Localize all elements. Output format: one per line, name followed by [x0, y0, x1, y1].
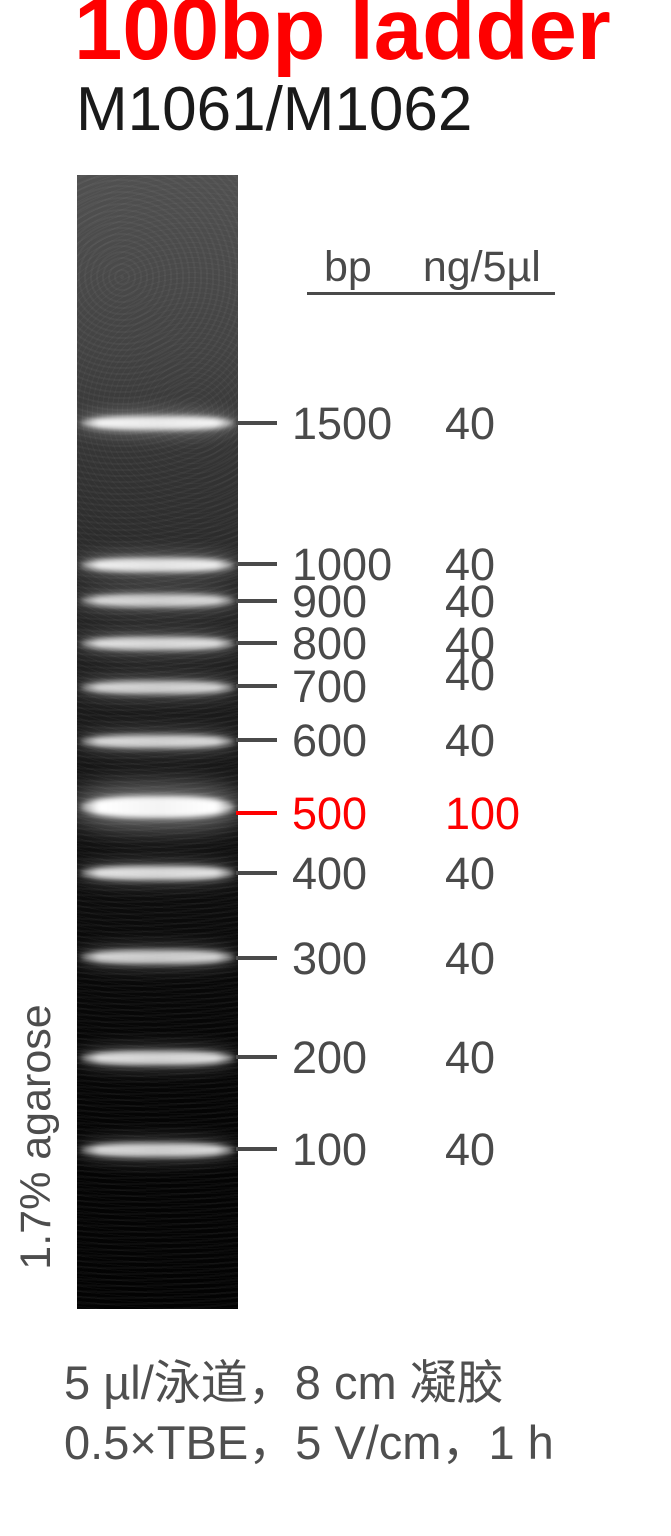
gel-band: [80, 950, 235, 964]
band-amount-label: 40: [445, 715, 496, 766]
run-conditions-line1: 5 µl/泳道，8 cm 凝胶: [64, 1356, 504, 1409]
band-tick: [236, 641, 277, 645]
band-size-label: 700: [292, 661, 368, 712]
table-header: bp ng/5µl: [307, 245, 555, 295]
gel-band: [80, 866, 235, 880]
band-size-label: 900: [292, 576, 368, 627]
band-amount-label: 40: [445, 398, 496, 449]
band-tick: [236, 956, 277, 960]
band-amount-label: 40: [445, 848, 496, 899]
band-tick: [236, 738, 277, 742]
gel-band: [80, 680, 235, 694]
column-header-ng: ng/5µl: [422, 243, 541, 291]
band-size-label: 500: [292, 788, 368, 839]
band-tick: [236, 684, 277, 688]
band-amount-label: 40: [445, 649, 496, 700]
band-amount-label: 100: [445, 788, 521, 839]
product-title: 100bp ladder: [74, 0, 611, 78]
gel-band: [80, 593, 235, 607]
gel-band: [80, 1051, 235, 1065]
gel-band: [80, 558, 235, 572]
band-size-label: 300: [292, 933, 368, 984]
band-size-label: 600: [292, 715, 368, 766]
gel-band: [80, 796, 235, 818]
band-amount-label: 40: [445, 539, 496, 590]
band-tick: [236, 1055, 277, 1059]
gel-band: [80, 1143, 235, 1157]
band-size-label: 800: [292, 618, 368, 669]
band-amount-label: 40: [445, 618, 496, 669]
gel-band: [80, 416, 235, 430]
band-amount-label: 40: [445, 1124, 496, 1175]
band-tick: [236, 421, 277, 425]
band-amount-label: 40: [445, 933, 496, 984]
run-conditions: 5 µl/泳道，8 cm 凝胶 0.5×TBE，5 V/cm，1 h: [64, 1353, 554, 1473]
catalog-numbers: M1061/M1062: [76, 75, 473, 144]
band-size-label: 1500: [292, 398, 393, 449]
column-header-bp: bp: [324, 243, 372, 291]
band-amount-label: 40: [445, 1032, 496, 1083]
band-amount-label: 40: [445, 576, 496, 627]
band-size-label: 400: [292, 848, 368, 899]
gel-band: [80, 734, 235, 748]
gel-band: [80, 636, 235, 650]
band-tick: [236, 562, 277, 566]
band-size-label: 100: [292, 1124, 368, 1175]
band-tick: [236, 1147, 277, 1151]
band-tick: [236, 871, 277, 875]
band-size-label: 200: [292, 1032, 368, 1083]
band-tick: [236, 599, 277, 603]
run-conditions-line2: 0.5×TBE，5 V/cm，1 h: [64, 1416, 554, 1469]
band-size-label: 1000: [292, 539, 393, 590]
gel-lane-image: [77, 175, 238, 1309]
agarose-percentage-label: 1.7% agarose: [12, 1004, 60, 1270]
band-tick: [236, 811, 277, 815]
